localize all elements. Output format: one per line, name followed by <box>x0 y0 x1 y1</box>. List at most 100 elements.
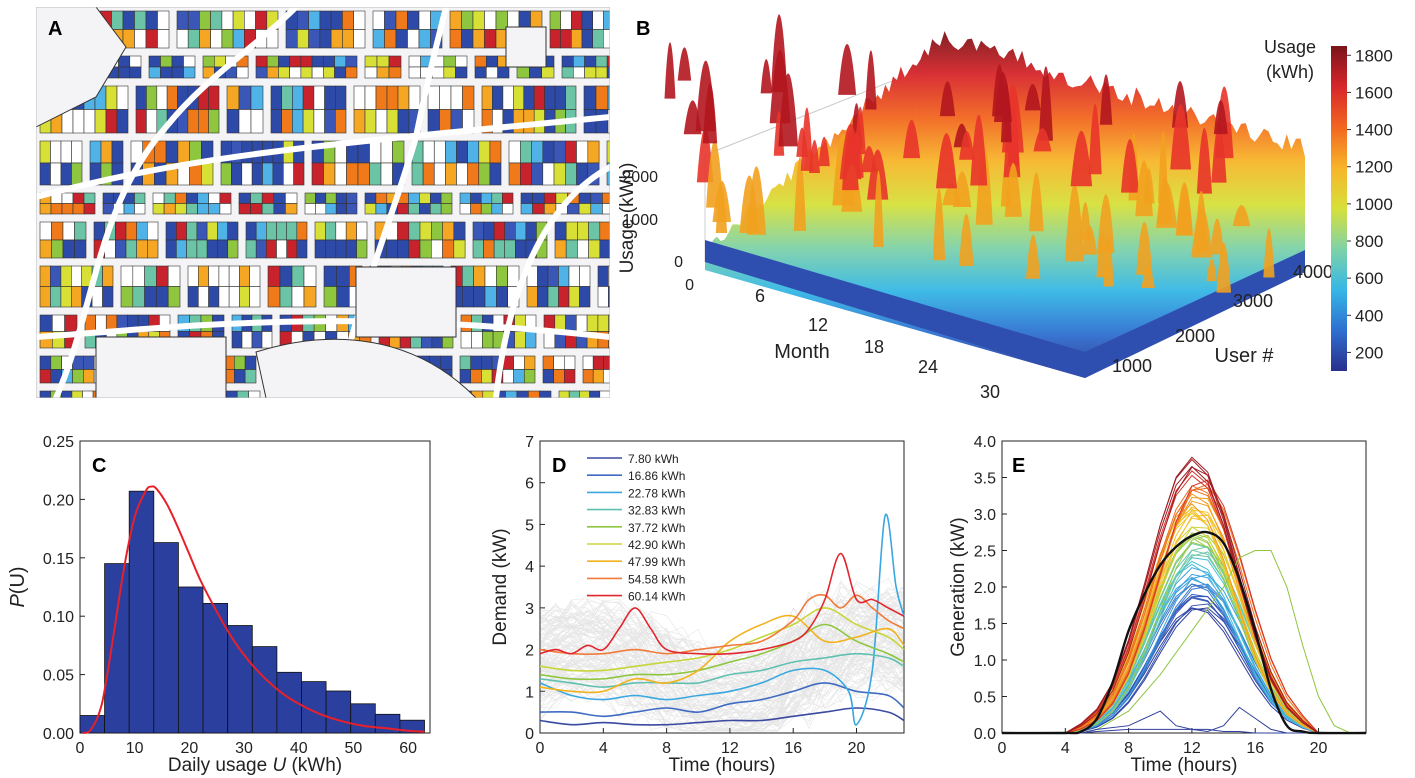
surface-peak <box>760 59 772 94</box>
parcel <box>82 390 94 398</box>
x-axis-label-unit: (kWh) <box>286 755 342 776</box>
background-trace <box>539 655 905 723</box>
parcel <box>459 203 471 215</box>
parcel <box>50 265 62 287</box>
panel-a <box>36 7 610 398</box>
parcel <box>345 239 357 259</box>
parcel <box>493 239 506 259</box>
parcel <box>208 203 221 215</box>
parcel <box>384 10 397 30</box>
parcel <box>599 239 610 259</box>
parcel <box>603 369 610 384</box>
histogram-bar <box>350 703 376 734</box>
parcel <box>392 140 405 164</box>
parcel <box>125 239 137 259</box>
parcel <box>72 109 85 134</box>
parcel <box>607 85 610 110</box>
background-trace <box>539 581 905 661</box>
parcel <box>303 286 317 308</box>
parcel <box>165 221 177 241</box>
parcel <box>572 55 585 68</box>
parcel <box>115 221 127 241</box>
generation-curve <box>1002 607 1366 734</box>
legend-label: 22.78 kWh <box>628 486 685 500</box>
parcel <box>599 221 610 241</box>
hist-x-tick-label: 40 <box>290 740 308 757</box>
background-trace <box>539 626 905 699</box>
parcel <box>523 85 535 110</box>
surface-peak <box>1213 99 1228 135</box>
panel-label-a: A <box>48 18 63 40</box>
parcel <box>272 162 284 186</box>
parcel <box>330 29 343 49</box>
parcel <box>345 66 358 79</box>
parcel <box>523 369 536 384</box>
surface-peak <box>1025 234 1041 279</box>
surface-peak <box>1136 221 1153 275</box>
parcel <box>590 203 603 215</box>
y-tick-label: 4000 <box>1293 262 1333 282</box>
y-axis-label: Demand (kW) <box>490 528 511 645</box>
parcel <box>595 66 608 79</box>
parcel <box>71 390 83 398</box>
parcel <box>219 192 232 204</box>
hist-x-tick-label: 10 <box>126 740 144 757</box>
surface-peak <box>1263 228 1275 278</box>
parcel <box>472 29 485 49</box>
parcel <box>570 10 583 30</box>
parcel <box>145 29 158 49</box>
parcel <box>597 314 610 332</box>
parcel <box>524 331 537 349</box>
parcel <box>523 109 535 134</box>
background-trace <box>539 590 905 664</box>
parcel <box>461 286 474 308</box>
parcel <box>39 239 52 259</box>
y-axis-label: Generation (kW) <box>948 517 969 656</box>
parcel <box>335 192 347 204</box>
parcel <box>208 286 220 308</box>
parcel <box>102 286 114 308</box>
parcel <box>565 314 577 332</box>
background-trace <box>539 614 905 703</box>
parcel <box>380 140 393 164</box>
background-trace <box>539 612 905 699</box>
histogram-bar <box>128 490 155 734</box>
parcel <box>578 203 591 215</box>
panel-label-c: C <box>92 455 107 477</box>
demand-y-tick-label: 4 <box>525 559 534 576</box>
parcel <box>279 286 293 308</box>
background-trace <box>539 674 905 732</box>
parcel <box>134 192 146 204</box>
legend-label: 32.83 kWh <box>628 504 685 518</box>
background-trace <box>539 596 905 673</box>
parcel <box>116 85 129 110</box>
generation-curve <box>1002 583 1366 734</box>
road <box>53 7 299 398</box>
gen-x-tick-label: 20 <box>1310 740 1328 757</box>
parcel <box>39 369 52 384</box>
parcel <box>206 221 218 241</box>
z-axis-label: Usage (kWh) <box>617 163 638 274</box>
parcel <box>364 192 377 204</box>
parcel <box>439 109 452 134</box>
parcel <box>136 221 148 241</box>
parcel <box>292 85 304 110</box>
background-trace <box>539 618 905 685</box>
parcel <box>156 85 168 110</box>
background-trace <box>539 592 905 674</box>
parcel <box>238 192 251 204</box>
parcel <box>302 85 315 110</box>
parcel <box>459 192 471 204</box>
parcel <box>199 10 211 30</box>
parcel <box>136 239 148 259</box>
parcel <box>283 162 295 186</box>
parcel <box>579 286 591 308</box>
parcel <box>459 355 471 370</box>
parcel <box>588 221 601 241</box>
surface-peak <box>1206 258 1217 282</box>
background-trace <box>539 623 905 687</box>
parcel <box>495 265 508 287</box>
x-axis-label: Time (hours) <box>669 755 776 776</box>
parcel <box>311 55 324 68</box>
